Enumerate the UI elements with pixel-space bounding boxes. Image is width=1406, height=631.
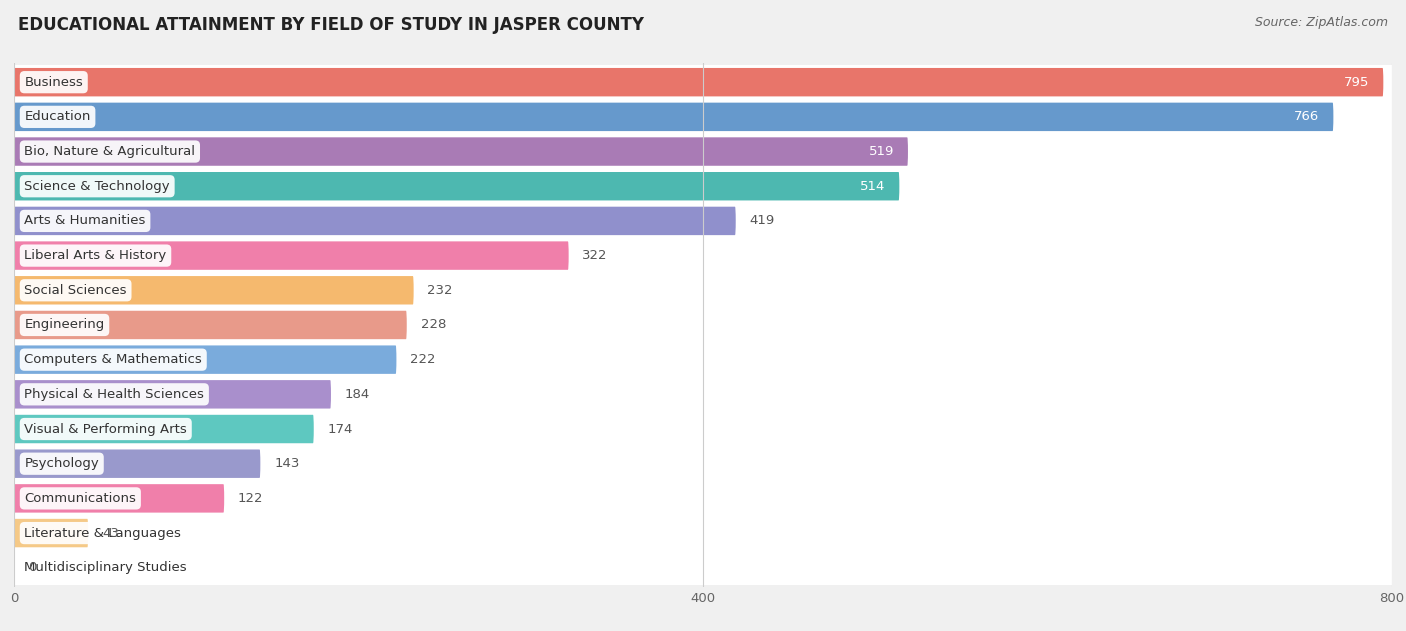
Text: Communications: Communications (24, 492, 136, 505)
Text: 43: 43 (101, 527, 118, 540)
Text: 228: 228 (420, 319, 446, 331)
FancyBboxPatch shape (14, 345, 396, 374)
FancyBboxPatch shape (14, 172, 900, 201)
FancyBboxPatch shape (14, 516, 1392, 550)
Text: 514: 514 (860, 180, 886, 192)
FancyBboxPatch shape (14, 411, 1392, 446)
Text: Education: Education (24, 110, 91, 123)
FancyBboxPatch shape (14, 415, 314, 443)
Text: 0: 0 (28, 561, 37, 574)
Text: Source: ZipAtlas.com: Source: ZipAtlas.com (1254, 16, 1388, 29)
FancyBboxPatch shape (14, 380, 330, 408)
FancyBboxPatch shape (14, 103, 1333, 131)
Text: 322: 322 (582, 249, 607, 262)
Text: 232: 232 (427, 284, 453, 297)
FancyBboxPatch shape (14, 519, 89, 547)
FancyBboxPatch shape (14, 276, 413, 305)
Text: Business: Business (24, 76, 83, 89)
FancyBboxPatch shape (14, 239, 1392, 273)
Text: 174: 174 (328, 423, 353, 435)
FancyBboxPatch shape (14, 308, 1392, 342)
FancyBboxPatch shape (14, 204, 1392, 239)
FancyBboxPatch shape (14, 169, 1392, 204)
Text: Computers & Mathematics: Computers & Mathematics (24, 353, 202, 366)
Text: Physical & Health Sciences: Physical & Health Sciences (24, 388, 204, 401)
Text: EDUCATIONAL ATTAINMENT BY FIELD OF STUDY IN JASPER COUNTY: EDUCATIONAL ATTAINMENT BY FIELD OF STUDY… (18, 16, 644, 34)
FancyBboxPatch shape (14, 138, 908, 166)
Text: Literature & Languages: Literature & Languages (24, 527, 181, 540)
FancyBboxPatch shape (14, 550, 1392, 585)
Text: Bio, Nature & Agricultural: Bio, Nature & Agricultural (24, 145, 195, 158)
FancyBboxPatch shape (14, 481, 1392, 516)
Text: 122: 122 (238, 492, 263, 505)
Text: Multidisciplinary Studies: Multidisciplinary Studies (24, 561, 187, 574)
Text: Engineering: Engineering (24, 319, 104, 331)
FancyBboxPatch shape (14, 273, 1392, 308)
Text: 222: 222 (411, 353, 436, 366)
FancyBboxPatch shape (14, 68, 1384, 97)
Text: Visual & Performing Arts: Visual & Performing Arts (24, 423, 187, 435)
Text: Liberal Arts & History: Liberal Arts & History (24, 249, 167, 262)
Text: 419: 419 (749, 215, 775, 227)
Text: Arts & Humanities: Arts & Humanities (24, 215, 146, 227)
FancyBboxPatch shape (14, 446, 1392, 481)
FancyBboxPatch shape (14, 207, 735, 235)
FancyBboxPatch shape (14, 484, 224, 512)
Text: 519: 519 (869, 145, 894, 158)
FancyBboxPatch shape (14, 134, 1392, 169)
Text: Social Sciences: Social Sciences (24, 284, 127, 297)
FancyBboxPatch shape (14, 242, 568, 270)
Text: 795: 795 (1344, 76, 1369, 89)
FancyBboxPatch shape (14, 65, 1392, 100)
FancyBboxPatch shape (14, 342, 1392, 377)
FancyBboxPatch shape (14, 377, 1392, 411)
Text: Psychology: Psychology (24, 457, 100, 470)
Text: 766: 766 (1295, 110, 1320, 123)
Text: 184: 184 (344, 388, 370, 401)
Text: Science & Technology: Science & Technology (24, 180, 170, 192)
FancyBboxPatch shape (14, 449, 260, 478)
Text: 143: 143 (274, 457, 299, 470)
FancyBboxPatch shape (14, 100, 1392, 134)
FancyBboxPatch shape (14, 310, 406, 339)
